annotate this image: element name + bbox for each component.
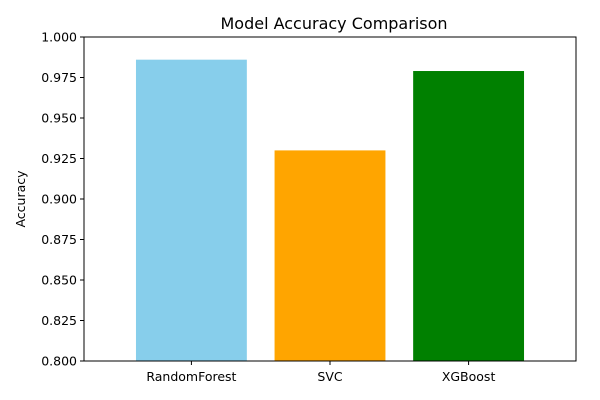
x-tick-label: SVC: [317, 369, 342, 384]
y-tick-label: 0.900: [41, 192, 77, 207]
plot-frame: [83, 36, 577, 362]
bar-randomforest: [135, 59, 247, 362]
chart-title: Model Accuracy Comparison: [220, 14, 447, 33]
y-axis-label: Accuracy: [13, 170, 28, 228]
y-tick-label: 1.000: [41, 30, 77, 45]
bars-group: [135, 59, 525, 362]
bar-xgboost: [413, 71, 525, 362]
y-ticks-group: 0.800 0.825 0.850 0.875 0.900 0.925 0.950 0.975…: [41, 30, 84, 369]
x-tick-label: RandomForest: [146, 369, 236, 384]
y-tick-label: 0.925: [41, 151, 77, 166]
axes-frame: [83, 36, 577, 362]
y-tick-label: 0.875: [41, 232, 77, 247]
y-tick-label: 0.850: [41, 273, 77, 288]
y-tick-label: 0.800: [41, 354, 77, 369]
x-tick-label: XGBoost: [442, 369, 496, 384]
y-tick-label: 0.975: [41, 70, 77, 85]
x-ticks-group: RandomForest SVC XGBoost: [146, 361, 495, 384]
bar-svc: [274, 150, 386, 361]
y-tick-label: 0.825: [41, 313, 77, 328]
y-tick-label: 0.950: [41, 111, 77, 126]
